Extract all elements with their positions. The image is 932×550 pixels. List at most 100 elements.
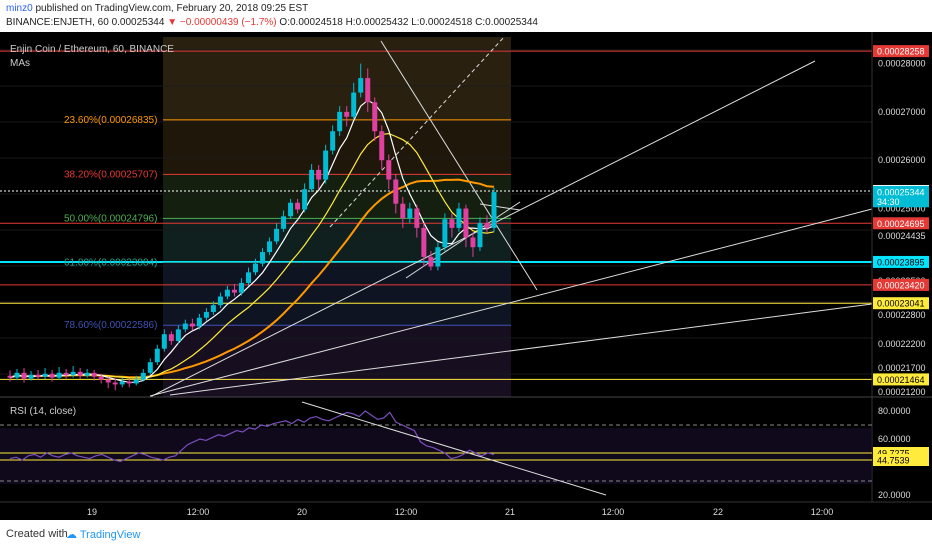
candle-body[interactable] [344, 111, 350, 117]
trend-line-5[interactable] [380, 40, 538, 291]
candle-body[interactable] [42, 373, 48, 377]
candle-body[interactable] [245, 272, 251, 283]
price-tag [873, 217, 929, 230]
candle-body[interactable] [365, 78, 371, 103]
trend-line-4[interactable] [405, 201, 521, 279]
candle-body[interactable] [253, 263, 259, 273]
candle-body[interactable] [112, 382, 118, 385]
trend-line-2[interactable] [149, 208, 873, 397]
candle-body[interactable] [288, 202, 294, 217]
candle-body[interactable] [154, 348, 160, 363]
fib-label: 23.60%(0.00026835) [64, 115, 157, 126]
trend-line-6[interactable] [479, 203, 521, 211]
rsi-trend-line[interactable] [301, 401, 607, 496]
candle-body[interactable] [84, 372, 90, 376]
tradingview-logo[interactable]: ☁ TradingView [66, 528, 140, 541]
candle-body[interactable] [379, 131, 385, 161]
candle-body[interactable] [224, 289, 230, 297]
candle-body[interactable] [421, 227, 427, 257]
price-tag-label: 0.00023420 [877, 280, 925, 290]
candle-body[interactable] [140, 372, 146, 380]
fib-label: 38.20%(0.00025707) [64, 169, 157, 180]
candle-body[interactable] [21, 372, 27, 379]
price-tag-label: 0.00023041 [877, 299, 925, 309]
rsi-tick-label: 80.0000 [878, 406, 911, 416]
candle-body[interactable] [491, 192, 497, 228]
candle-body[interactable] [56, 372, 62, 378]
candle-body[interactable] [449, 219, 455, 228]
candle-body[interactable] [484, 223, 490, 228]
publisher-username[interactable]: minz0 [6, 3, 33, 14]
candle-body[interactable] [435, 247, 441, 267]
candle-body[interactable] [456, 208, 462, 228]
candle-body[interactable] [442, 219, 448, 248]
ma-indicator-label[interactable]: MAs [10, 58, 30, 69]
publish-header: minz0 published on TradingView.com, Febr… [0, 0, 932, 32]
candle-body[interactable] [203, 311, 209, 318]
time-axis[interactable] [0, 502, 932, 520]
candle-body[interactable] [281, 216, 287, 229]
trend-line-dashed[interactable] [329, 35, 506, 228]
candle-body[interactable] [7, 375, 13, 378]
candle-body[interactable] [105, 379, 111, 383]
candle-body[interactable] [302, 189, 308, 210]
candle-body[interactable] [196, 317, 202, 327]
candle-body[interactable] [63, 372, 69, 376]
candle-body[interactable] [267, 241, 273, 253]
price-tick-label: 0.00021200 [878, 387, 926, 397]
candle-body[interactable] [393, 179, 399, 204]
brand-name: TradingView [79, 529, 141, 541]
candle-body[interactable] [400, 203, 406, 219]
candle-body[interactable] [126, 381, 132, 384]
rsi-label[interactable]: RSI (14, close) [10, 406, 76, 417]
candle-body[interactable] [477, 223, 483, 248]
candle-body[interactable] [161, 334, 167, 349]
chart-area[interactable]: 23.60%(0.00026835) 38.20%(0.00025707) 50.0… [0, 32, 932, 520]
candle-body[interactable] [407, 208, 413, 219]
candle-body[interactable] [28, 374, 34, 379]
candle-body[interactable] [386, 160, 392, 180]
candle-body[interactable] [470, 237, 476, 248]
price-tag-label: 0.00028258 [877, 47, 925, 57]
candle-body[interactable] [182, 323, 188, 330]
candle-body[interactable] [231, 289, 237, 293]
candle-body[interactable] [49, 373, 55, 378]
time-tick-label: 12:00 [602, 507, 625, 517]
candle-body[interactable] [119, 381, 125, 385]
candle-body[interactable] [337, 111, 343, 132]
rsi-tag-label: 49.7275 [877, 449, 910, 459]
candle-body[interactable] [323, 150, 329, 180]
candle-body[interactable] [372, 102, 378, 132]
candle-body[interactable] [210, 305, 216, 312]
candle-body[interactable] [217, 296, 223, 306]
candle-body[interactable] [35, 374, 41, 377]
rsi-tag-label: 44.7539 [877, 456, 910, 466]
candle-body[interactable] [428, 256, 434, 267]
candle-body[interactable] [295, 202, 301, 210]
candle-body[interactable] [316, 169, 322, 180]
candle-body[interactable] [358, 78, 364, 93]
candle-body[interactable] [147, 362, 153, 373]
candle-body[interactable] [77, 371, 83, 376]
price-tag-label: 0.00023895 [877, 257, 925, 267]
candle-body[interactable] [168, 334, 174, 341]
candle-body[interactable] [98, 376, 104, 380]
rsi-tick-label: 20.0000 [878, 490, 911, 500]
published-text: published on TradingView.com, February 2… [35, 3, 309, 14]
trend-line-3[interactable] [169, 303, 873, 396]
candle-body[interactable] [238, 282, 244, 293]
price-tag-label: 0.00025344 [877, 187, 925, 197]
candle-body[interactable] [463, 208, 469, 238]
candle-body[interactable] [14, 372, 20, 378]
candle-body[interactable] [175, 329, 181, 341]
candle-body[interactable] [133, 379, 139, 384]
candle-body[interactable] [260, 252, 266, 264]
candle-body[interactable] [189, 323, 195, 327]
candle-body[interactable] [330, 131, 336, 151]
candle-body[interactable] [414, 208, 420, 228]
candle-body[interactable] [70, 371, 76, 376]
candle-body[interactable] [91, 372, 97, 377]
candle-body[interactable] [309, 169, 315, 190]
candle-body[interactable] [351, 92, 357, 117]
candle-body[interactable] [274, 228, 280, 242]
